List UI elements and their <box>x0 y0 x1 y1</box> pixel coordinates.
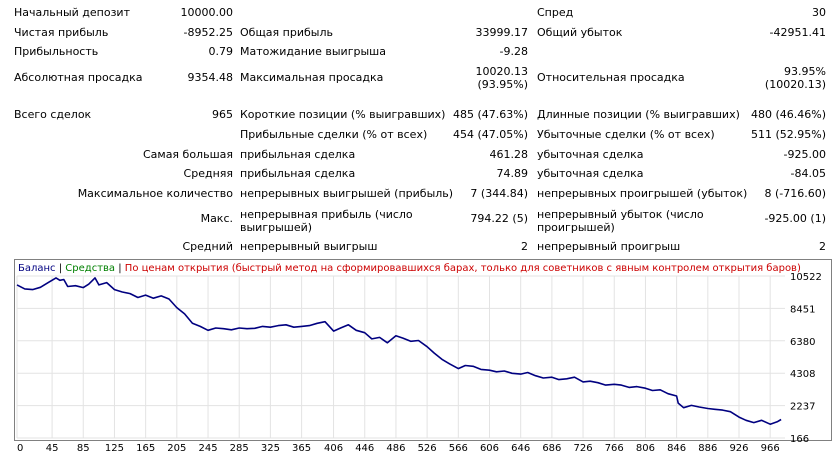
x-tick-label: 406 <box>324 443 343 454</box>
largest-loss-value: -925.00 <box>783 148 826 161</box>
abs-drawdown-label: Абсолютная просадка <box>14 71 143 84</box>
x-tick-label: 0 <box>17 443 23 454</box>
x-tick-label: 325 <box>261 443 280 454</box>
gross-profit-label: Общая прибыль <box>240 26 333 39</box>
max-count-losses-label: непрерывных проигрышей (убыток) <box>537 187 748 200</box>
x-tick-label: 646 <box>511 443 530 454</box>
short-positions-label: Короткие позиции (% выигравших) <box>240 108 446 121</box>
max-count-wins-label: непрерывных выигрышей (прибыль) <box>240 187 454 200</box>
profit-trades-label: Прибыльные сделки (% от всех) <box>240 128 428 141</box>
spread-value: 30 <box>812 6 826 19</box>
testing-mode: По ценам открытия (быстрый метод на сфор… <box>124 263 801 274</box>
average-consec-wins-label: непрерывный выигрыш <box>240 240 378 253</box>
x-tick-label: 966 <box>761 443 780 454</box>
x-tick-label: 45 <box>46 443 59 454</box>
profit-trades-value: 454 (47.05%) <box>452 128 528 141</box>
x-tick-label: 446 <box>355 443 374 454</box>
largest-label: Самая большая <box>142 148 233 161</box>
x-tick-label: 205 <box>167 443 186 454</box>
x-tick-label: 486 <box>386 443 405 454</box>
largest-loss-label: убыточная сделка <box>537 148 644 161</box>
largest-profit-label: прибыльная сделка <box>240 148 356 161</box>
chart-header: Баланс | Средства | По ценам открытия (б… <box>18 263 801 274</box>
x-tick-label: 806 <box>636 443 655 454</box>
average-label: Средняя <box>183 167 233 180</box>
profit-factor-label: Прибыльность <box>14 45 99 58</box>
initial-deposit-label: Начальный депозит <box>14 6 130 19</box>
x-tick-label: 926 <box>729 443 748 454</box>
x-tick-label: 886 <box>698 443 717 454</box>
rel-drawdown-value: (10020.13) <box>764 78 826 91</box>
maximal-loss-value: -925.00 (1) <box>764 212 826 225</box>
net-profit-value: -8952.25 <box>183 26 233 39</box>
net-profit-label: Чистая прибыль <box>14 26 109 39</box>
x-tick-label: 165 <box>136 443 155 454</box>
initial-deposit-value: 10000.00 <box>180 6 234 19</box>
y-tick-label: 8451 <box>790 304 815 315</box>
maximal-loss-label: непрерывный убыток (число проигрышей) <box>537 208 704 234</box>
average-consec-wins-value: 2 <box>521 240 528 253</box>
rel-drawdown-percent: 93.95% <box>784 65 826 78</box>
max-drawdown-value: 10020.13 <box>475 65 529 78</box>
short-positions-value: 485 (47.63%) <box>452 108 528 121</box>
x-tick-label: 846 <box>667 443 686 454</box>
maximal-profit-label: непрерывная прибыль (число выигрышей) <box>240 208 413 234</box>
y-tick-label: 2237 <box>790 402 815 413</box>
report-stats: Начальный депозит 10000.00 Спред 30 Чист… <box>14 6 826 253</box>
average-consec-losses-label: непрерывный проигрыш <box>537 240 681 253</box>
x-tick-label: 365 <box>292 443 311 454</box>
abs-drawdown-value: 9354.48 <box>187 71 234 84</box>
y-tick-label: 6380 <box>790 337 815 348</box>
loss-trades-label: Убыточные сделки (% от всех) <box>537 128 715 141</box>
rel-drawdown-label: Относительная просадка <box>537 71 685 84</box>
expected-payoff-value: -9.28 <box>499 45 528 58</box>
average-profit-value: 74.89 <box>496 167 529 180</box>
y-tick-label: 4308 <box>790 369 815 380</box>
spread-label: Спред <box>537 6 574 19</box>
long-positions-label: Длинные позиции (% выигравших) <box>537 108 740 121</box>
average-loss-value: -84.05 <box>790 167 826 180</box>
long-positions-value: 480 (46.46%) <box>750 108 826 121</box>
x-tick-label: 726 <box>574 443 593 454</box>
y-tick-label: 166 <box>790 434 809 445</box>
profit-factor-value: 0.79 <box>208 45 234 58</box>
loss-trades-value: 511 (52.95%) <box>750 128 826 141</box>
x-tick-label: 125 <box>105 443 124 454</box>
balance-chart: Баланс | Средства | По ценам открытия (б… <box>14 259 832 441</box>
x-tick-label: 526 <box>418 443 437 454</box>
x-tick-label: 606 <box>480 443 499 454</box>
max-count-losses-value: 8 (-716.60) <box>764 187 826 200</box>
maximal-label: Макс. <box>200 212 233 225</box>
largest-profit-value: 461.28 <box>489 148 529 161</box>
max-drawdown-label: Максимальная просадка <box>240 71 384 84</box>
total-trades-label: Всего сделок <box>14 108 92 121</box>
legend-balance: Баланс <box>18 263 56 274</box>
gross-profit-value: 33999.17 <box>475 26 529 39</box>
x-tick-label: 766 <box>605 443 624 454</box>
max-count-wins-value: 7 (344.84) <box>470 187 528 200</box>
x-tick-label: 85 <box>77 443 90 454</box>
legend-equity: Средства <box>65 263 116 274</box>
x-tick-label: 245 <box>198 443 217 454</box>
gross-loss-label: Общий убыток <box>537 26 623 39</box>
y-tick-label: 10522 <box>790 272 822 283</box>
max-drawdown-percent: (93.95%) <box>477 78 528 91</box>
average-profit-label: прибыльная сделка <box>240 167 356 180</box>
max-count-label: Максимальное количество <box>77 187 233 200</box>
gross-loss-value: -42951.41 <box>769 26 826 39</box>
x-tick-label: 686 <box>542 443 561 454</box>
x-tick-label: 566 <box>449 443 468 454</box>
average-loss-label: убыточная сделка <box>537 167 644 180</box>
average-consec-losses-value: 2 <box>819 240 826 253</box>
total-trades-value: 965 <box>212 108 233 121</box>
expected-payoff-label: Матожидание выигрыша <box>240 45 386 58</box>
maximal-profit-value: 794.22 (5) <box>470 212 528 225</box>
series-line-balance <box>16 277 782 426</box>
x-tick-label: 285 <box>230 443 249 454</box>
average-consec-label: Средний <box>182 240 233 253</box>
